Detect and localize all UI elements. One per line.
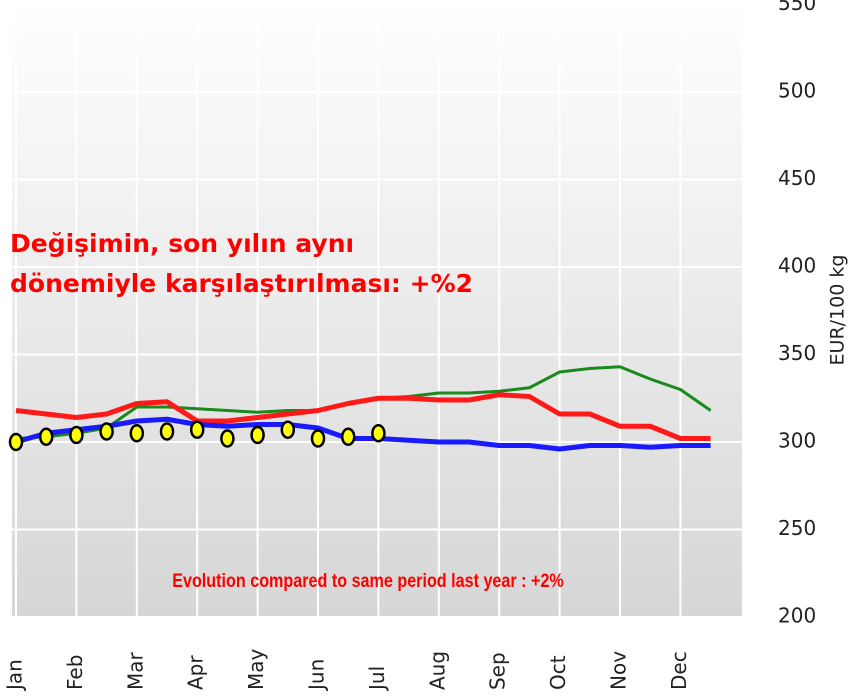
x-tick-label: Oct: [546, 655, 570, 690]
x-tick-label: Feb: [63, 655, 87, 690]
series-line: [15, 416, 711, 452]
x-tick-label: Aug: [425, 651, 449, 690]
data-point: [69, 425, 84, 445]
data-point: [159, 422, 175, 441]
x-tick-label: Apr: [184, 655, 208, 690]
data-point: [38, 427, 54, 446]
annotation: Değişimin, son yılın aynı: [10, 229, 354, 258]
series-line: [15, 392, 711, 441]
x-tick-label: Nov: [607, 651, 631, 690]
y-tick-label: 450: [778, 166, 816, 190]
y-tick-label: 550: [778, 0, 816, 15]
data-point: [250, 425, 265, 445]
y-tick-label: 250: [778, 516, 816, 540]
x-tick-label: May: [244, 648, 268, 690]
x-tick-label: Dec: [667, 651, 691, 690]
y-tick-label: 350: [778, 341, 816, 365]
data-point: [189, 420, 205, 439]
data-point: [99, 422, 114, 441]
y-tick-label: 400: [778, 254, 816, 278]
y-tick-label: 300: [778, 429, 816, 453]
data-point: [340, 427, 356, 446]
y-tick-label: 500: [778, 79, 816, 103]
data-point: [371, 424, 386, 443]
data-point: [129, 424, 145, 443]
x-tick-label: Jul: [365, 666, 389, 692]
x-tick-label: Jun: [305, 659, 329, 692]
x-tick-label: Sep: [486, 652, 510, 690]
y-tick-label: 200: [778, 604, 816, 628]
data-point: [220, 429, 235, 448]
y-axis-label: EUR/100 kg: [827, 255, 849, 366]
x-tick-label: Jan: [3, 659, 27, 692]
annotation: Evolution compared to same period last y…: [172, 570, 564, 592]
annotation: dönemiyle karşılaştırılması: +%2: [10, 269, 473, 298]
data-point: [280, 420, 296, 439]
x-tick-label: Mar: [123, 651, 147, 690]
data-point: [8, 432, 24, 452]
data-point: [310, 429, 326, 448]
